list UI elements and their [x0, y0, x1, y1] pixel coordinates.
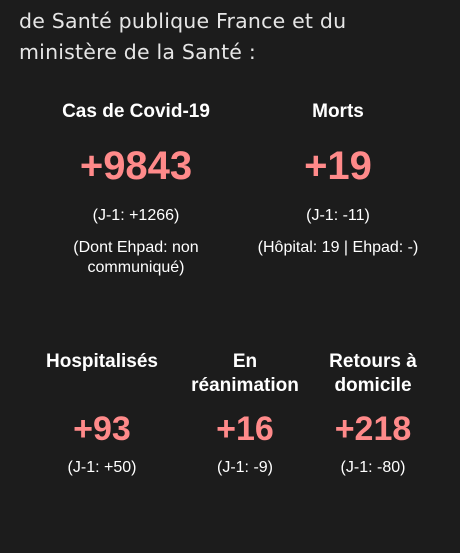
stat-hospitalized-delta: (J-1: +50)	[67, 459, 137, 476]
stat-deaths-label: Morts	[312, 101, 364, 122]
stat-returns-home: Retours à domicile +218 (J-1: -80)	[320, 350, 426, 478]
stat-icu-delta: (J-1: -9)	[217, 459, 273, 476]
intro-text: de Santé publique France et du ministère…	[19, 9, 347, 64]
stat-cases: Cas de Covid-19 +9843 (J-1: +1266) (Dont…	[44, 100, 228, 278]
stat-returns-home-value: +218	[334, 410, 412, 448]
stat-hospitalized-value: +93	[73, 410, 131, 448]
stat-returns-home-label: Retours à domicile	[329, 351, 417, 396]
stat-deaths: Morts +19 (J-1: -11) (Hôpital: 19 | Ehpa…	[250, 100, 426, 258]
stat-icu-value: +16	[216, 410, 274, 448]
stat-icu-label: En réanimation	[191, 351, 299, 396]
stat-deaths-note: (Hôpital: 19 | Ehpad: -)	[257, 239, 419, 256]
stat-cases-delta: (J-1: +1266)	[92, 207, 180, 224]
stat-deaths-delta: (J-1: -11)	[306, 207, 370, 224]
stat-returns-home-delta: (J-1: -80)	[340, 459, 406, 476]
stat-cases-note: (Dont Ehpad: non communiqué)	[73, 239, 199, 276]
stat-cases-value: +9843	[79, 144, 193, 188]
stat-hospitalized: Hospitalisés +93 (J-1: +50)	[36, 350, 168, 478]
stat-cases-label: Cas de Covid-19	[62, 101, 210, 122]
stat-icu: En réanimation +16 (J-1: -9)	[182, 350, 308, 478]
stat-deaths-value: +19	[304, 144, 372, 188]
stat-hospitalized-label: Hospitalisés	[46, 351, 158, 372]
